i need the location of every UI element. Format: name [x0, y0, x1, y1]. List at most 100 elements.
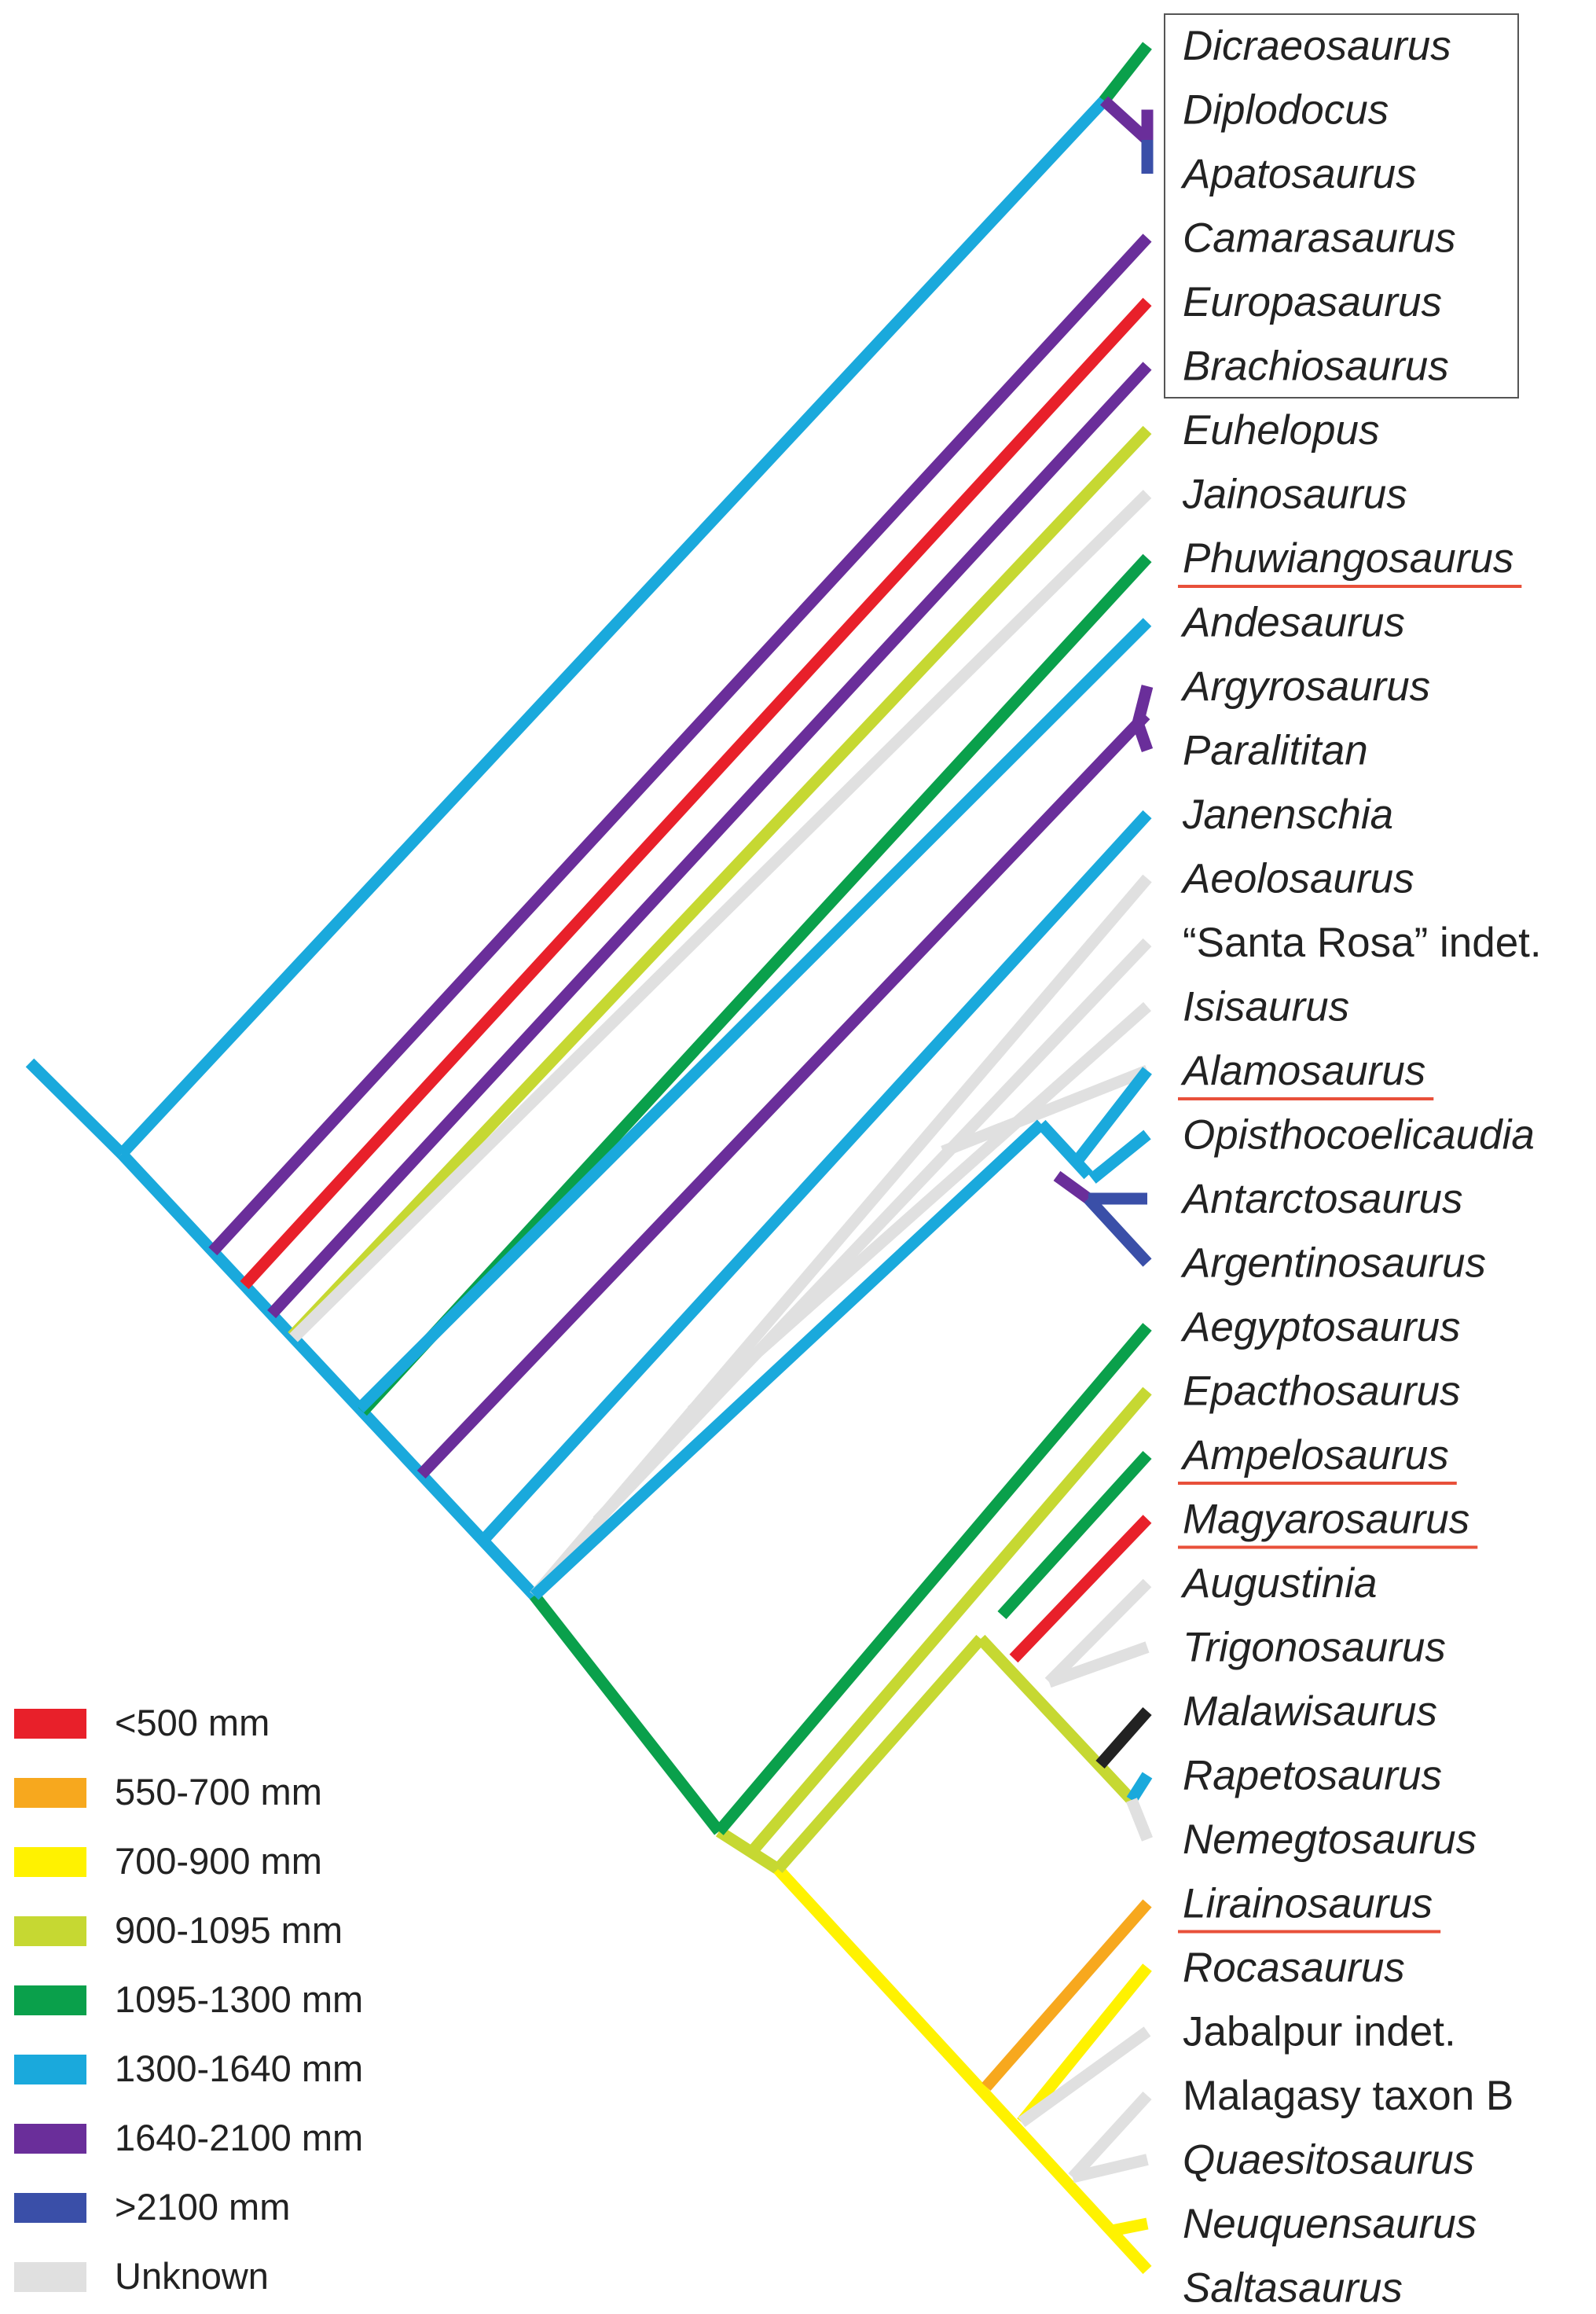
branch-malagasy-taxon-b — [1068, 2091, 1152, 2182]
branch-malawisaurus — [1095, 1707, 1152, 1769]
legend-label-550-700-mm: 550-700 mm — [115, 1771, 322, 1813]
legend-swatch-2100-mm — [14, 2193, 86, 2223]
taxon-label-argentinosaurus: Argentinosaurus — [1180, 1240, 1486, 1287]
taxon-label-jabalpur-indet: Jabalpur indet. — [1183, 2009, 1456, 2055]
taxon-label-ampelosaurus: Ampelosaurus — [1180, 1432, 1449, 1478]
taxon-label-aegyptosaurus: Aegyptosaurus — [1180, 1304, 1461, 1350]
legend-label-1300-1640-mm: 1300-1640 mm — [115, 2048, 363, 2089]
branch-janenschia — [479, 810, 1152, 1545]
legend-swatch-700-900-mm — [14, 1847, 86, 1877]
legend-label-1095-1300-mm: 1095-1300 mm — [115, 1978, 363, 2020]
branch-argyrosaurus — [1132, 685, 1154, 725]
taxon-label-nemegtosaurus: Nemegtosaurus — [1183, 1816, 1477, 1863]
taxon-label-malagasy-taxon-b: Malagasy taxon B — [1183, 2073, 1513, 2119]
outgroup-box — [1164, 13, 1519, 399]
legend-label-1640-2100-mm: 1640-2100 mm — [115, 2117, 363, 2158]
branch-internal-purple — [1053, 1170, 1092, 1204]
taxon-label-saltasaurus: Saltasaurus — [1183, 2265, 1403, 2312]
branch-ampelosaurus — [997, 1450, 1152, 1620]
taxon-label-argyrosaurus: Argyrosaurus — [1180, 663, 1430, 710]
taxon-label-isisaurus: Isisaurus — [1183, 984, 1349, 1030]
branch-paralititan — [1132, 721, 1154, 752]
taxon-label-dicraeosaurus: Dicraeosaurus — [1183, 23, 1451, 69]
legend-label-2100-mm: >2100 mm — [115, 2186, 290, 2228]
taxon-label-alamosaurus: Alamosaurus — [1180, 1048, 1425, 1094]
branch-opisthocoelicaudia — [1088, 1129, 1151, 1184]
branch-brachiosaurus — [267, 362, 1152, 1319]
taxon-label-trigonosaurus: Trigonosaurus — [1183, 1625, 1446, 1671]
branch-magyarosaurus — [1009, 1515, 1152, 1663]
taxon-label-malawisaurus: Malawisaurus — [1183, 1688, 1437, 1735]
taxon-label-neuquensaurus: Neuquensaurus — [1183, 2201, 1477, 2247]
taxon-label-europasaurus: Europasaurus — [1183, 279, 1442, 325]
branch-lognkosauria-stem — [530, 1119, 1046, 1600]
branch-alamosaurus-stem — [941, 1065, 1150, 1157]
taxon-label-opisthocoelicaudia: Opisthocoelicaudia — [1183, 1112, 1535, 1159]
taxon-label-camarasaurus: Camarasaurus — [1183, 215, 1456, 262]
branch-ampelosaurus-clade — [773, 1635, 985, 1873]
backbone-root — [25, 1058, 127, 1159]
annotation-layer — [1164, 13, 1519, 399]
branch-rapetosaurus — [1126, 1772, 1153, 1804]
branch-jabalpur-indet — [1018, 2026, 1151, 2128]
branch-europasaurus — [240, 297, 1152, 1290]
legend-swatch-900-1095-mm — [14, 1916, 86, 1946]
taxon-label-augustinia: Augustinia — [1180, 1560, 1378, 1607]
taxon-label-janenschia: Janenschia — [1182, 792, 1393, 838]
legend-label-unknown: Unknown — [115, 2255, 269, 2297]
branch-quaesitosaurus — [1071, 2154, 1149, 2184]
branch-nemegtosaurus — [1126, 1798, 1153, 1842]
taxon-label-antarctosaurus: Antarctosaurus — [1180, 1176, 1462, 1222]
taxon-label-apatosaurus: Apatosaurus — [1180, 151, 1417, 197]
backbone-titanosauriformes — [117, 1149, 539, 1600]
taxon-label-lirainosaurus: Lirainosaurus — [1183, 1881, 1433, 1927]
legend-swatch-550-700-mm — [14, 1778, 86, 1808]
legend-swatch-500-mm — [14, 1709, 86, 1739]
taxon-label-andesaurus: Andesaurus — [1180, 600, 1405, 646]
branch-andesaurus — [355, 618, 1152, 1413]
legend-swatch-unknown — [14, 2262, 86, 2292]
branch-augustinia — [1044, 1578, 1152, 1687]
branch-argentinosaurus — [1084, 1194, 1152, 1267]
taxon-label-santa-rosa-indet: “Santa Rosa” indet. — [1183, 920, 1542, 966]
branch-isisaurus — [688, 1001, 1151, 1416]
branch-lirainosaurus — [981, 1899, 1152, 2091]
legend-label-900-1095-mm: 900-1095 mm — [115, 1909, 343, 1951]
taxon-label-layer: Dicraeosaurus Diplodocus Apatosaurus Camara… — [1178, 23, 1542, 2312]
backbone-saltasaurinae — [773, 1864, 1152, 2275]
branch-dicraeosaurus — [1099, 42, 1152, 105]
backbone-titanosauria — [530, 1592, 724, 1835]
legend: <500 mm 550-700 mm 700-900 mm 900-1095 mm 10… — [14, 1702, 363, 2297]
taxon-label-epacthosaurus: Epacthosaurus — [1183, 1368, 1461, 1415]
branch-internal-blue — [1036, 1119, 1093, 1180]
branch-aegyptosaurus — [714, 1323, 1152, 1835]
branch-nemegtosaurid-stem — [976, 1634, 1136, 1805]
taxon-label-euhelopus: Euhelopus — [1183, 407, 1379, 454]
branch-diplodocoidea — [117, 96, 1109, 1159]
legend-swatch-1300-1640-mm — [14, 2055, 86, 2084]
branch-diplodocidae — [1099, 96, 1152, 145]
taxon-label-paralititan: Paralititan — [1183, 728, 1368, 774]
legend-label-700-900-mm: 700-900 mm — [115, 1840, 322, 1882]
taxon-label-phuwiangosaurus: Phuwiangosaurus — [1183, 535, 1513, 582]
branch-santa-rosa-indet — [593, 938, 1152, 1526]
legend-label-500-mm: <500 mm — [115, 1702, 270, 1743]
legend-swatch-1640-2100-mm — [14, 2124, 86, 2154]
branch-epacthosaurus — [746, 1387, 1152, 1857]
taxon-label-brachiosaurus: Brachiosaurus — [1183, 343, 1449, 390]
taxon-label-rocasaurus: Rocasaurus — [1183, 1945, 1405, 1991]
branch-camarasaurus — [208, 233, 1152, 1256]
taxon-label-rapetosaurus: Rapetosaurus — [1183, 1753, 1442, 1799]
taxon-label-diplodocus: Diplodocus — [1183, 87, 1389, 134]
branch-euhelopus — [288, 425, 1152, 1341]
branch-jainosaurus — [289, 490, 1152, 1342]
taxon-label-quaesitosaurus: Quaesitosaurus — [1183, 2137, 1474, 2184]
taxon-label-magyarosaurus: Magyarosaurus — [1183, 1497, 1469, 1543]
branch-layer — [25, 42, 1154, 2275]
taxon-label-aeolosaurus: Aeolosaurus — [1180, 856, 1414, 902]
branch-rocasaurus — [1017, 1963, 1152, 2126]
branch-alamosaurus — [1072, 1067, 1152, 1166]
legend-swatch-1095-1300-mm — [14, 1985, 86, 2015]
branch-neuquensaurus — [1110, 2217, 1149, 2237]
